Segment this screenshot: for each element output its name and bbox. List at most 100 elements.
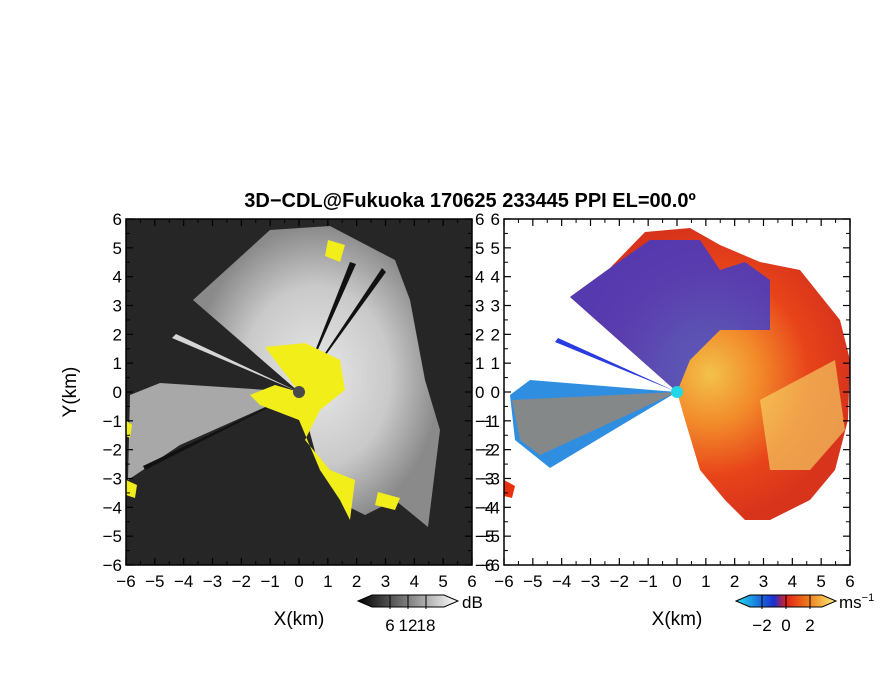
y-tick-label: 0 <box>113 383 122 402</box>
y-tick-label: −3 <box>103 470 122 489</box>
velocity-echo-approaching <box>570 240 770 392</box>
y-tick-label-right: 0 <box>475 383 484 402</box>
y-tick-label-right: 5 <box>475 239 484 258</box>
x-tick-label: 2 <box>352 572 361 591</box>
y-tick-label: 0 <box>491 383 500 402</box>
reflectivity-spoke <box>172 334 299 392</box>
reflectivity-axes: −6 −5 −4 −3 −2 −1 0 1 2 3 4 5 6−6 −6−5 −5−4 −4−3 −3−2 −2−… <box>103 210 495 591</box>
x-tick-label: 1 <box>701 572 710 591</box>
x-tick-label: 6 <box>845 572 854 591</box>
reflectivity-saturated-core <box>250 343 355 520</box>
reflectivity-y-axis-label: Y(km) <box>60 367 81 418</box>
y-tick-label: −3 <box>481 470 500 489</box>
x-tick-label: 0 <box>294 572 303 591</box>
velocity-echo-west-warm <box>512 392 677 455</box>
y-tick-label: 2 <box>113 325 122 344</box>
y-tick-label-right: 3 <box>475 297 484 316</box>
reflectivity-echo <box>126 226 440 527</box>
velocity-spoke <box>555 338 677 392</box>
x-tick-label: 5 <box>816 572 825 591</box>
colorbar-tick-label: 2 <box>805 616 814 635</box>
reflectivity-panel: −6 −5 −4 −3 −2 −1 0 1 2 3 4 5 6−6 −6−5 −5−4 −4−3 −3−2 −2−… <box>103 210 495 591</box>
velocity-west-fragment <box>504 480 515 498</box>
x-tick-label: −6 <box>116 572 135 591</box>
x-tick-label: 2 <box>730 572 739 591</box>
y-tick-label-right: 1 <box>475 354 484 373</box>
radar-site-marker-velocity <box>671 386 683 398</box>
velocity-colorbar-unit-exp: −1 <box>862 592 875 604</box>
reflectivity-x-axis-label: X(km) <box>274 609 325 630</box>
radar-site-marker <box>293 386 305 398</box>
velocity-colorbar: −2 0 2 ms−1 <box>734 592 874 635</box>
reflectivity-colorbar: 6 12 18 dB <box>356 593 483 635</box>
reflectivity-saturated-west-2 <box>126 420 132 438</box>
x-tick-label: −3 <box>203 572 222 591</box>
reflectivity-beam-block-3 <box>143 392 299 470</box>
x-tick-label: −5 <box>523 572 542 591</box>
y-tick-label: −6 <box>103 556 122 575</box>
x-tick-label: 3 <box>381 572 390 591</box>
y-tick-label-right: 2 <box>475 325 484 344</box>
x-tick-label: −2 <box>610 572 629 591</box>
x-tick-label: 5 <box>438 572 447 591</box>
y-tick-label: −2 <box>103 441 122 460</box>
y-tick-label-right: −6 <box>475 556 494 575</box>
velocity-x-axis-label: X(km) <box>652 609 703 630</box>
y-tick-label: 6 <box>491 210 500 229</box>
velocity-colorbar-unit-base: ms <box>839 593 862 612</box>
y-tick-label: 2 <box>491 325 500 344</box>
velocity-colorbar-ticks: −2 0 2 <box>752 595 815 635</box>
y-tick-label: −5 <box>103 527 122 546</box>
colorbar-tick-label: 12 <box>399 616 418 635</box>
reflectivity-colorbar-unit: dB <box>462 593 483 612</box>
x-tick-label: −5 <box>145 572 164 591</box>
x-tick-label: −2 <box>232 572 251 591</box>
x-tick-label: −6 <box>494 572 513 591</box>
y-tick-label: −6 <box>481 556 500 575</box>
y-tick-label: 4 <box>491 268 500 287</box>
y-tick-label: 3 <box>113 297 122 316</box>
y-tick-label: −1 <box>481 412 500 431</box>
figure-title: 3D−CDL@Fukuoka 170625 233445 PPI EL=00.0… <box>244 190 696 212</box>
velocity-echo <box>504 228 850 520</box>
x-tick-label: 6 <box>467 572 476 591</box>
y-tick-label: 6 <box>113 210 122 229</box>
y-tick-label: −2 <box>481 441 500 460</box>
y-tick-label: 5 <box>491 239 500 258</box>
colorbar-tick-label: −2 <box>752 616 771 635</box>
colorbar-tick-label: 0 <box>781 616 790 635</box>
x-tick-label: 4 <box>410 572 419 591</box>
x-tick-label: 0 <box>672 572 681 591</box>
y-tick-label: 1 <box>113 354 122 373</box>
x-tick-label: −3 <box>581 572 600 591</box>
x-tick-label: 4 <box>788 572 797 591</box>
y-tick-label: −5 <box>481 527 500 546</box>
x-tick-label: −4 <box>174 572 193 591</box>
colorbar-tick-label: 18 <box>417 616 436 635</box>
y-tick-label: 5 <box>113 239 122 258</box>
colorbar-tick-label: 6 <box>385 616 394 635</box>
x-tick-label: 1 <box>323 572 332 591</box>
x-tick-label: −1 <box>260 572 279 591</box>
y-tick-label-right: −3 <box>475 470 494 489</box>
x-tick-label: 3 <box>759 572 768 591</box>
x-tick-label: −4 <box>552 572 571 591</box>
reflectivity-colorbar-ticks: 6 12 18 <box>385 595 435 635</box>
velocity-echo-west <box>510 380 677 468</box>
y-tick-label: 1 <box>491 354 500 373</box>
velocity-colorbar-unit: ms−1 <box>839 592 874 612</box>
y-tick-label-right: −1 <box>475 412 494 431</box>
reflectivity-saturated-west <box>126 480 137 498</box>
x-tick-label: −1 <box>638 572 657 591</box>
reflectivity-echo-west <box>128 383 299 480</box>
y-tick-label-right: −2 <box>475 441 494 460</box>
reflectivity-saturated-edge <box>375 492 400 510</box>
y-tick-label-right: 4 <box>475 268 484 287</box>
y-tick-label: 3 <box>491 297 500 316</box>
velocity-echo-receding <box>760 360 845 470</box>
y-tick-label: 4 <box>113 268 122 287</box>
y-tick-label: −1 <box>103 412 122 431</box>
